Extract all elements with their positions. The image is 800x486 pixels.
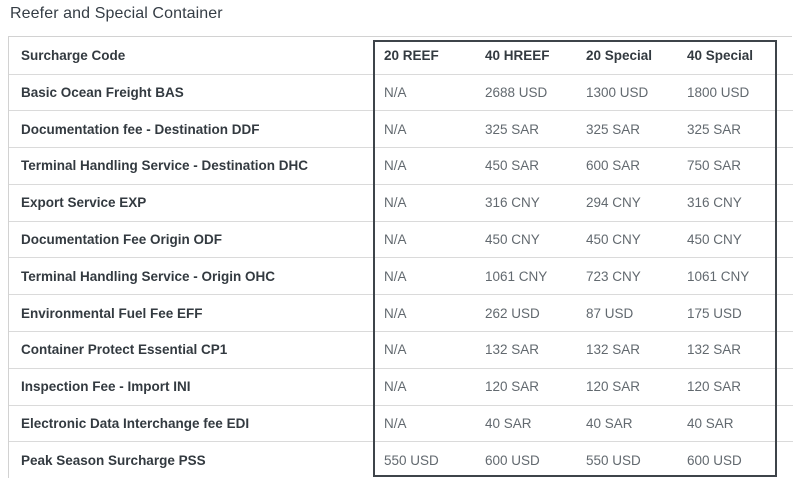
filler-cell — [777, 405, 793, 443]
filler-cell — [777, 184, 793, 222]
filler-cell — [777, 442, 793, 479]
value-cell: 1800 USD — [676, 74, 777, 112]
surcharge-label-cell: Export Service EXP — [9, 184, 373, 222]
value-cell: 450 SAR — [474, 147, 575, 185]
surcharge-label-cell: Terminal Handling Service - Destination … — [9, 147, 373, 185]
surcharge-label-cell: Electronic Data Interchange fee EDI — [9, 405, 373, 443]
value-cell: 294 CNY — [575, 184, 676, 222]
table-row: Export Service EXP N/A 316 CNY 294 CNY 316 C… — [9, 184, 793, 222]
value-cell: 316 CNY — [474, 184, 575, 222]
value-cell: 1300 USD — [575, 74, 676, 112]
table-row: Peak Season Surcharge PSS 550 USD 600 USD 5… — [9, 442, 793, 479]
value-cell: N/A — [373, 74, 474, 112]
value-cell: 2688 USD — [474, 74, 575, 112]
value-cell: 750 SAR — [676, 147, 777, 185]
value-cell: 120 SAR — [575, 368, 676, 406]
value-cell: 40 SAR — [575, 405, 676, 443]
table-row: Environmental Fuel Fee EFF N/A 262 USD 87 U… — [9, 294, 793, 333]
value-cell: 550 USD — [586, 453, 641, 469]
table-row: Terminal Handling Service - Origin OHC N/… — [9, 257, 793, 296]
value-cell: N/A — [373, 368, 474, 406]
surcharge-table-container: Surcharge Code 20 REEF 40 HREEF 20 Speci… — [8, 36, 793, 479]
value-cell: 132 SAR — [676, 331, 777, 369]
value-cell: N/A — [373, 405, 474, 443]
surcharge-label-cell: Container Protect Essential CP1 — [9, 331, 373, 369]
value-cell: 87 USD — [575, 294, 676, 333]
value-cell: 40 SAR — [474, 405, 575, 443]
table-row: Container Protect Essential CP1 N/A 132 SA… — [9, 331, 793, 369]
column-header-filler — [777, 37, 793, 75]
value-cell: 325 SAR — [474, 110, 575, 149]
surcharge-label-cell: Environmental Fuel Fee EFF — [9, 294, 373, 333]
filler-cell — [777, 331, 793, 369]
table-row: Documentation Fee Origin ODF N/A 450 CNY 45… — [9, 221, 793, 259]
value-cell: 600 USD — [485, 453, 540, 469]
filler-cell — [777, 147, 793, 185]
value-cell: 175 USD — [676, 294, 777, 333]
value-cell: 132 SAR — [474, 331, 575, 369]
value-cell: 1061 CNY — [676, 257, 777, 296]
table-row: Electronic Data Interchange fee EDI N/A 40… — [9, 405, 793, 443]
surcharge-table: Surcharge Code 20 REEF 40 HREEF 20 Speci… — [9, 37, 793, 479]
column-header-surcharge-code: Surcharge Code — [9, 37, 373, 75]
value-cell: 132 SAR — [575, 331, 676, 369]
surcharge-label-cell: Basic Ocean Freight BAS — [9, 74, 373, 112]
filler-cell — [777, 221, 793, 259]
filler-cell — [777, 257, 793, 296]
value-cell: 450 CNY — [474, 221, 575, 259]
table-row: Terminal Handling Service - Destination … — [9, 147, 793, 185]
value-cell: 120 SAR — [474, 368, 575, 406]
value-cell: N/A — [373, 110, 474, 149]
filler-cell — [777, 294, 793, 333]
value-cell: 450 CNY — [575, 221, 676, 259]
value-cell: 120 SAR — [676, 368, 777, 406]
table-row: Basic Ocean Freight BAS N/A 2688 USD 1300 U… — [9, 74, 793, 112]
value-cell: N/A — [373, 294, 474, 333]
surcharge-label-cell: Documentation fee - Destination DDF — [9, 110, 373, 149]
filler-cell — [777, 110, 793, 149]
value-cell: N/A — [373, 331, 474, 369]
surcharge-table-body: Basic Ocean Freight BAS N/A 2688 USD 1300 U… — [9, 74, 793, 479]
value-cell: N/A — [373, 257, 474, 296]
table-header-row: Surcharge Code 20 REEF 40 HREEF 20 Speci… — [9, 37, 793, 75]
surcharge-label-cell: Terminal Handling Service - Origin OHC — [9, 257, 373, 296]
column-header-20-reef: 20 REEF — [373, 37, 474, 75]
value-cell: 325 SAR — [575, 110, 676, 149]
value-cell: 325 SAR — [676, 110, 777, 149]
filler-cell — [777, 368, 793, 406]
value-cell: N/A — [373, 184, 474, 222]
value-cell: 600 SAR — [575, 147, 676, 185]
surcharge-label-cell: Peak Season Surcharge PSS — [21, 453, 206, 469]
filler-cell — [777, 74, 793, 112]
value-cell: 262 USD — [474, 294, 575, 333]
page-title: Reefer and Special Container — [10, 5, 223, 22]
column-header-40-hreef: 40 HREEF — [474, 37, 575, 75]
value-cell: 1061 CNY — [474, 257, 575, 296]
surcharge-label-cell: Documentation Fee Origin ODF — [9, 221, 373, 259]
column-header-40-special: 40 Special — [676, 37, 777, 75]
value-cell: 600 USD — [687, 453, 742, 469]
value-cell: N/A — [373, 147, 474, 185]
column-header-20-special: 20 Special — [575, 37, 676, 75]
table-row: Documentation fee - Destination DDF N/A 32… — [9, 110, 793, 149]
value-cell: 450 CNY — [676, 221, 777, 259]
value-cell: 550 USD — [384, 453, 439, 469]
table-row: Inspection Fee - Import INI N/A 120 SAR 120… — [9, 368, 793, 406]
value-cell: 316 CNY — [676, 184, 777, 222]
surcharge-label-cell: Inspection Fee - Import INI — [9, 368, 373, 406]
value-cell: 723 CNY — [575, 257, 676, 296]
value-cell: N/A — [373, 221, 474, 259]
value-cell: 40 SAR — [676, 405, 777, 443]
